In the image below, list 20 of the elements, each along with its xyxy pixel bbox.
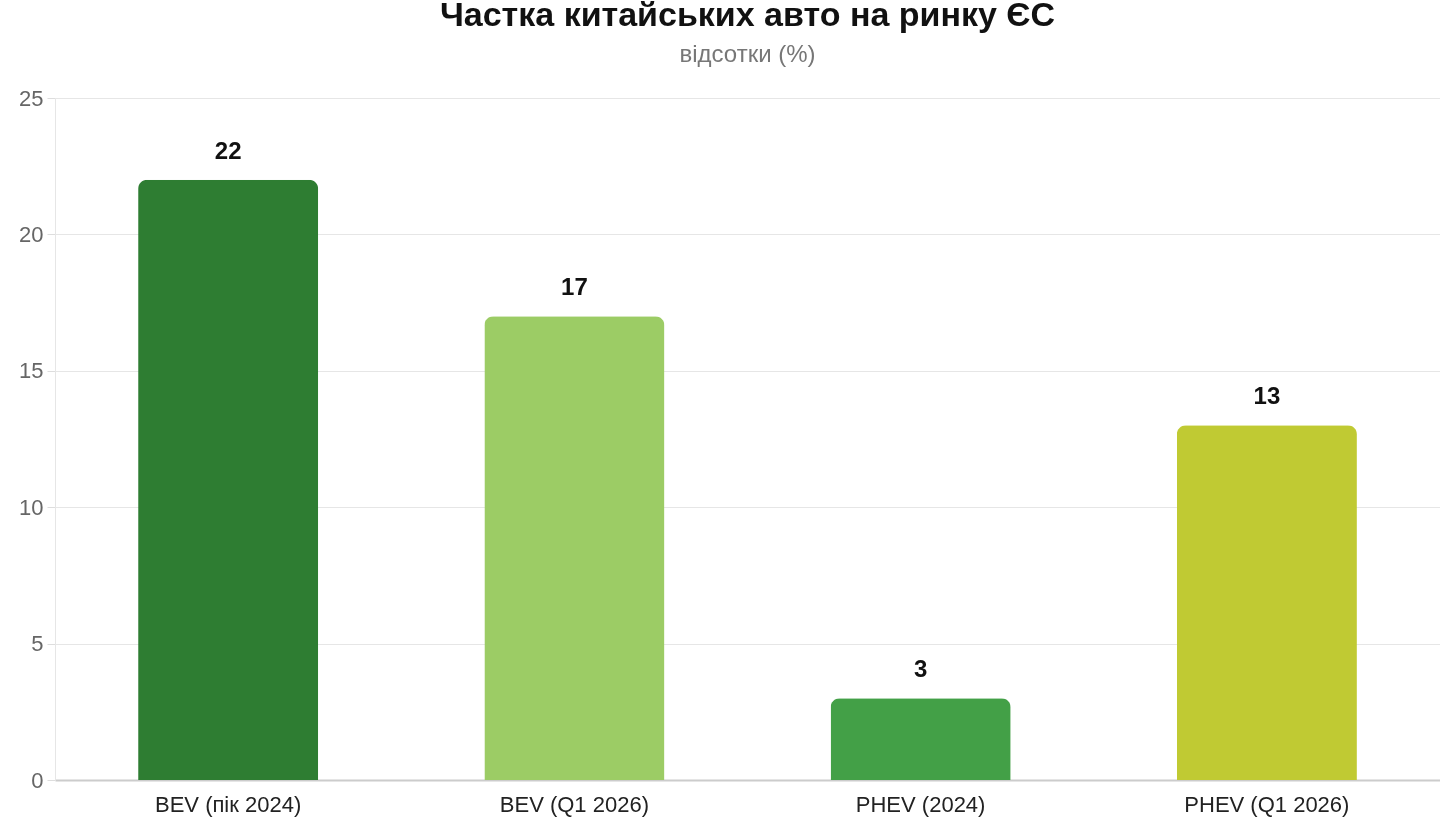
data-label: 3	[913, 655, 928, 683]
y-tick-label: 5	[31, 631, 44, 657]
y-tick-label: 10	[19, 494, 44, 520]
x-tick-label: BEV (пік 2024)	[154, 791, 302, 817]
x-tick-label: BEV (Q1 2026)	[499, 791, 649, 817]
bar	[830, 698, 1011, 780]
data-label: 17	[561, 273, 588, 301]
y-tick-label: 25	[19, 85, 44, 111]
chart-title: Частка китайських авто на ринку ЄС	[439, 0, 1056, 33]
bar	[1176, 425, 1357, 780]
data-label: 22	[214, 136, 242, 164]
y-tick-label: 0	[31, 767, 44, 793]
data-label: 13	[1253, 382, 1281, 410]
y-tick-label: 15	[19, 358, 44, 384]
y-tick-label: 20	[19, 221, 44, 247]
chart-subtitle: відсотки (%)	[679, 40, 816, 67]
bar	[484, 316, 665, 780]
x-tick-label: PHEV (Q1 2026)	[1184, 791, 1350, 817]
x-tick-label: PHEV (2024)	[855, 791, 986, 817]
bar	[138, 179, 319, 780]
